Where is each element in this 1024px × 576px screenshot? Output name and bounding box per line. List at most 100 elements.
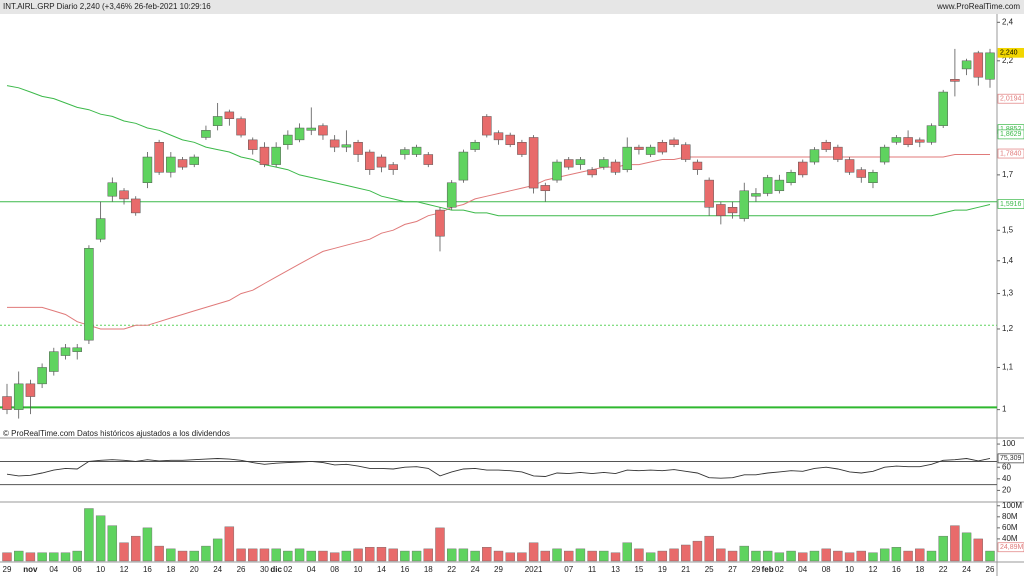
volume-bar — [341, 550, 352, 562]
candle-body — [751, 193, 761, 197]
candle-body — [248, 139, 258, 150]
candle-body — [903, 137, 913, 145]
x-tick-label: 26 — [237, 565, 246, 574]
candle-body — [271, 146, 281, 165]
volume-bar — [868, 552, 878, 562]
header-source: www.ProRealTime.com — [936, 2, 1020, 11]
x-tick-label: 06 — [73, 565, 82, 574]
x-tick-label: 08 — [330, 565, 339, 574]
candle-body — [985, 52, 995, 80]
candle-body — [821, 142, 831, 150]
price-tag-label: 2,0194 — [1000, 96, 1022, 103]
y-tick-label: 20 — [1002, 486, 1011, 495]
candle-body — [879, 146, 890, 163]
candle-body — [119, 190, 129, 200]
candle-body — [540, 185, 551, 192]
price-tag-label: 24,89M — [1000, 544, 1024, 551]
x-tick-label: 13 — [611, 565, 620, 574]
candle-body — [798, 161, 808, 176]
volume-bar — [446, 548, 457, 562]
volume-bar — [739, 545, 749, 562]
volume-bar — [423, 548, 433, 562]
price-tag — [997, 453, 1024, 464]
volume-bar — [528, 542, 539, 562]
candle-body — [388, 164, 398, 170]
candle-body — [95, 218, 106, 240]
volume-bar — [564, 550, 574, 562]
indicator-line — [6, 85, 991, 217]
candle-body — [60, 347, 71, 356]
x-tick-label: 30 — [260, 565, 269, 574]
candle-body — [973, 52, 984, 78]
candle-body — [212, 116, 223, 126]
candle-body — [950, 79, 960, 82]
volume-bar — [786, 550, 796, 562]
candle-body — [49, 351, 59, 372]
candle-body — [552, 161, 562, 181]
candle-body — [809, 149, 820, 163]
y-tick-label: 100 — [1002, 439, 1016, 448]
volume-bar — [552, 548, 562, 562]
candle-body — [599, 159, 609, 168]
candle-body — [435, 209, 445, 237]
candle-body — [575, 159, 586, 165]
candle-body — [423, 154, 434, 165]
x-tick-label: 02 — [283, 565, 292, 574]
volume-bar — [809, 550, 820, 562]
x-tick-label: 04 — [798, 565, 807, 574]
y-tick-label: 1,2 — [1002, 324, 1014, 333]
volume-bar — [49, 552, 59, 562]
volume-bar — [411, 550, 422, 562]
price-tag-label: 1,5916 — [1000, 201, 1022, 208]
y-tick-label: 80M — [1002, 512, 1018, 521]
volume-bar — [622, 542, 632, 562]
y-tick-label: 1,7 — [1002, 170, 1014, 179]
volume-bar — [903, 550, 913, 562]
volume-bar — [14, 550, 24, 562]
candle-body — [189, 156, 199, 165]
volume-bar — [540, 550, 551, 562]
volume-bar — [329, 552, 340, 562]
x-tick-label: 10 — [96, 565, 105, 574]
candle-body — [528, 137, 539, 189]
volume-bar — [224, 526, 235, 562]
volume-bar — [306, 550, 316, 562]
price-tag — [997, 93, 1024, 104]
candle-body — [470, 142, 480, 150]
volume-bar — [95, 515, 106, 562]
volume-bar — [961, 532, 972, 562]
candle-body — [727, 207, 738, 214]
volume-bar — [610, 552, 621, 562]
x-tick-label: 12 — [120, 565, 129, 574]
candle-body — [692, 161, 703, 170]
candle-body — [868, 172, 878, 183]
volume-bar — [376, 546, 387, 562]
volume-bar — [891, 546, 902, 562]
volume-bar — [517, 552, 527, 562]
y-tick-label: 40 — [1002, 474, 1011, 483]
x-tick-label: 26 — [986, 565, 995, 574]
candle-body — [353, 142, 363, 155]
x-tick-label: 02 — [775, 565, 784, 574]
candle-body — [13, 383, 24, 410]
volume-bar — [821, 548, 831, 562]
volume-bar — [634, 548, 644, 562]
x-tick-label: 29 — [751, 565, 760, 574]
candle-body — [856, 169, 867, 178]
volume-bar — [283, 550, 293, 562]
candle-body — [177, 159, 188, 168]
candle-body — [634, 146, 644, 150]
candle-body — [259, 146, 270, 165]
x-tick-label: 27 — [728, 565, 737, 574]
y-tick-label: 2,2 — [1002, 56, 1014, 65]
volume-bar — [482, 546, 492, 562]
x-tick-label: 18 — [166, 565, 175, 574]
header-bar — [0, 0, 1024, 14]
volume-bar — [856, 550, 866, 562]
candle-body — [341, 144, 352, 148]
candle-body — [411, 146, 422, 155]
price-tag-label: 75,309 — [1000, 455, 1022, 462]
candle-body — [505, 134, 515, 145]
y-tick-label: 60M — [1002, 523, 1018, 532]
volume-bar — [762, 550, 773, 562]
